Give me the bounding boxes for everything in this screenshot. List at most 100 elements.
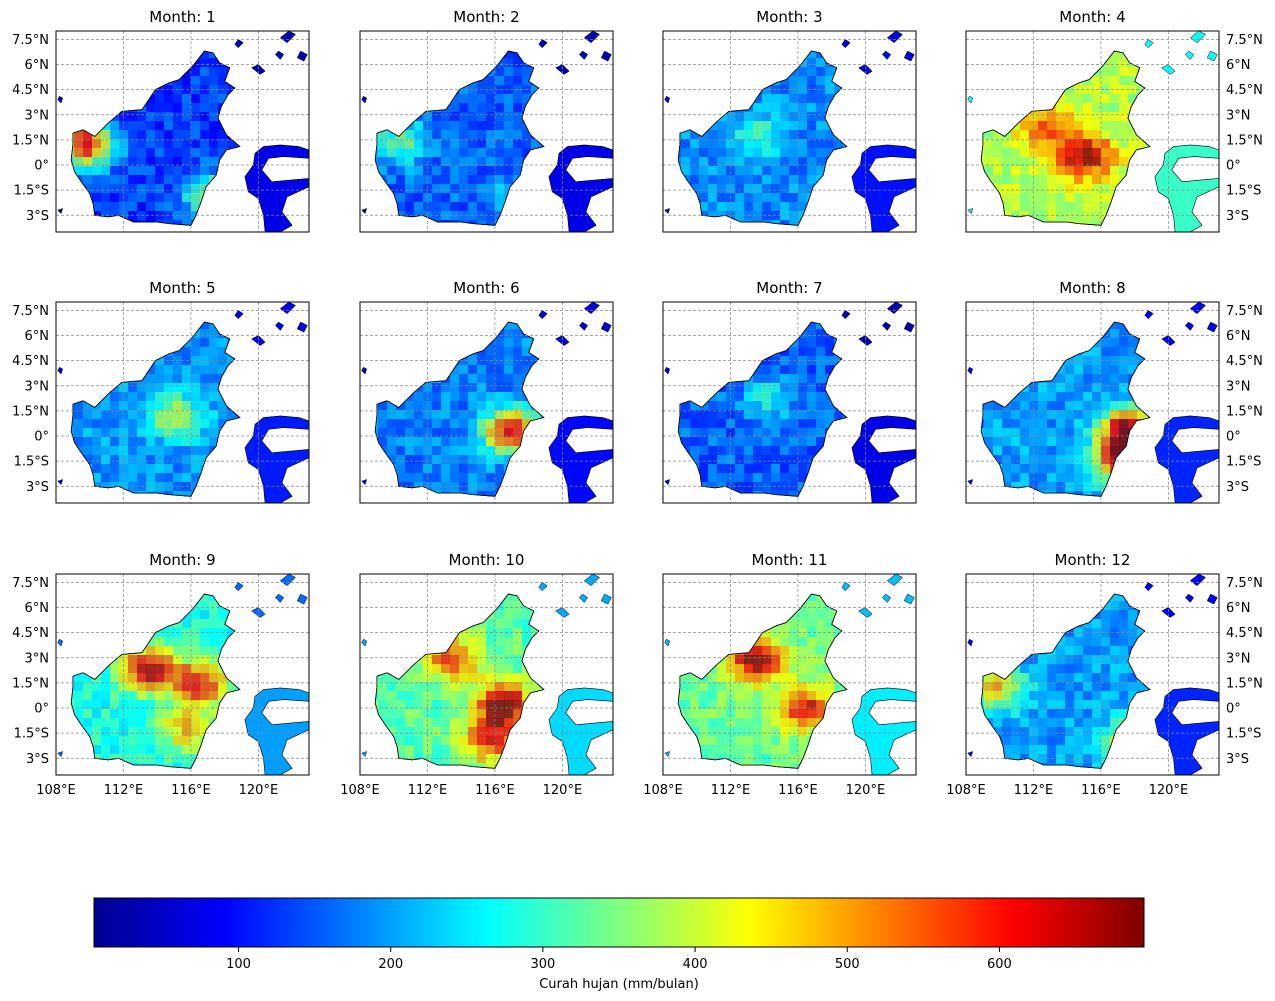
islet <box>361 95 368 104</box>
map-panel: Month: 1 7.5°N 6°N 4.5°N 3°N 1.5°N 0° 1.5°S 3°S <box>12 8 310 233</box>
islet <box>279 31 296 44</box>
islet <box>841 39 851 49</box>
islet <box>578 593 589 603</box>
sulawesi-landmass <box>244 687 309 775</box>
lat-tick-label: 3°N <box>25 379 50 394</box>
islet <box>274 321 285 331</box>
islet <box>274 50 285 60</box>
colorbar-gradient <box>93 897 1145 948</box>
lat-tick-label: 1.5°N <box>1226 676 1263 691</box>
lat-tick-label: 3°N <box>1226 108 1251 123</box>
sulawesi-landmass <box>244 144 309 232</box>
lat-tick-label: 3°S <box>26 752 49 767</box>
lat-tick-label: 1.5°S <box>14 184 49 199</box>
lon-tick-label: 120°E <box>239 783 279 798</box>
islet <box>1144 310 1154 320</box>
lat-tick-label: 0° <box>1226 702 1241 717</box>
islet <box>1161 335 1176 346</box>
map-panel: Month: 4 7.5°N 6°N 4.5°N 3°N 1.5°N 0° 1.5°S 3°S <box>965 8 1263 233</box>
islet <box>1206 50 1218 62</box>
islet <box>903 593 915 605</box>
islet <box>583 302 600 315</box>
panel-title: Month: 9 <box>149 551 215 569</box>
sulawesi-landmass <box>851 415 916 503</box>
lon-tick-label: 116°E <box>171 783 211 798</box>
islet <box>881 593 892 603</box>
islet <box>1189 31 1206 44</box>
panel-title: Month: 6 <box>453 279 519 297</box>
islet <box>858 607 873 618</box>
panel-frame <box>55 30 310 233</box>
islet <box>664 638 671 647</box>
islet <box>57 638 64 647</box>
panel-frame <box>662 301 917 504</box>
islet <box>881 50 892 60</box>
lon-tick-label: 112°E <box>711 783 751 798</box>
islet <box>57 208 64 215</box>
panel-frame <box>965 301 1220 504</box>
islet <box>555 64 570 75</box>
islet <box>538 310 548 320</box>
panel-title: Month: 7 <box>756 279 822 297</box>
islet <box>664 208 671 215</box>
islet <box>234 39 244 49</box>
colorbar-tick-label: 300 <box>530 957 555 972</box>
islet <box>274 593 285 603</box>
panel-title: Month: 1 <box>149 8 215 26</box>
islet <box>279 574 296 587</box>
lat-tick-label: 7.5°N <box>12 304 49 319</box>
islet <box>279 302 296 315</box>
lat-tick-label: 3°N <box>1226 651 1251 666</box>
panel-title: Month: 3 <box>756 8 822 26</box>
sulawesi-landmass <box>548 687 613 775</box>
islet <box>251 335 266 346</box>
sulawesi-landmass <box>548 415 613 503</box>
lat-tick-label: 6°N <box>1226 601 1251 616</box>
lat-tick-label: 3°N <box>25 108 50 123</box>
panel-title: Month: 5 <box>149 279 215 297</box>
sulawesi-landmass <box>1154 415 1219 503</box>
islet <box>57 366 64 375</box>
colorbar-tick-label: 600 <box>987 957 1012 972</box>
islet <box>578 50 589 60</box>
islet <box>1161 607 1176 618</box>
lat-tick-label: 1.5°N <box>12 404 49 419</box>
map-panel: Month: 3 <box>662 8 917 233</box>
map-panel: Month: 6 <box>359 279 614 504</box>
sulawesi-landmass <box>851 144 916 232</box>
lat-tick-label: 6°N <box>1226 58 1251 73</box>
islet <box>251 64 266 75</box>
lat-tick-label: 4.5°N <box>12 626 49 641</box>
islet <box>1184 321 1195 331</box>
panel-frame <box>359 573 614 776</box>
lat-tick-label: 4.5°N <box>1226 626 1263 641</box>
lat-tick-label: 3°N <box>25 651 50 666</box>
islet <box>600 321 612 333</box>
lat-tick-label: 6°N <box>25 329 50 344</box>
islet <box>858 64 873 75</box>
islet <box>555 607 570 618</box>
map-panel: Month: 5 7.5°N 6°N 4.5°N 3°N 1.5°N 0° 1.5°S 3°S <box>12 279 310 504</box>
islet <box>600 50 612 62</box>
lon-tick-label: 108°E <box>36 783 76 798</box>
lon-tick-label: 112°E <box>408 783 448 798</box>
lat-tick-label: 4.5°N <box>12 354 49 369</box>
lat-tick-label: 6°N <box>25 58 50 73</box>
islet <box>1189 302 1206 315</box>
lat-tick-label: 7.5°N <box>12 33 49 48</box>
lat-tick-label: 7.5°N <box>1226 304 1263 319</box>
panel-frame <box>359 301 614 504</box>
colorbar-label: Curah hujan (mm/bulan) <box>539 977 699 992</box>
lat-tick-label: 0° <box>1226 430 1241 445</box>
panel-frame <box>55 301 310 504</box>
islet <box>57 95 64 104</box>
lat-tick-label: 3°N <box>1226 379 1251 394</box>
islet <box>234 582 244 592</box>
panel-title: Month: 10 <box>449 551 525 569</box>
sulawesi-landmass <box>851 687 916 775</box>
lon-tick-label: 116°E <box>778 783 818 798</box>
lat-tick-label: 1.5°S <box>1226 184 1261 199</box>
islet <box>1184 593 1195 603</box>
islet <box>967 638 974 647</box>
islet <box>967 95 974 104</box>
